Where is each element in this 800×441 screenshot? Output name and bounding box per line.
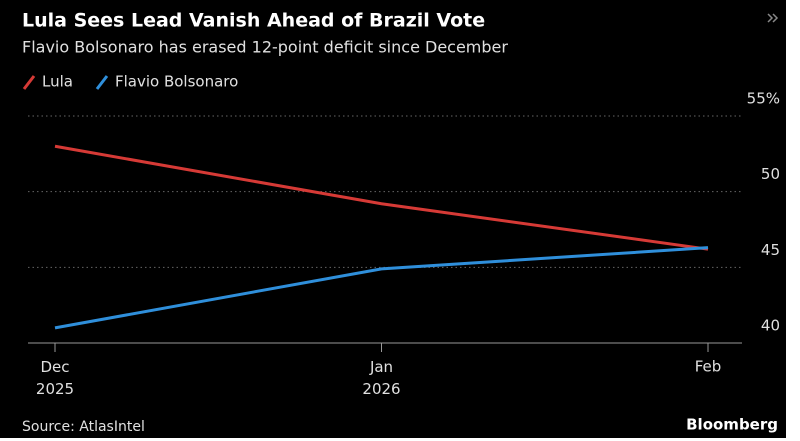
- legend-label: Lula: [42, 73, 73, 91]
- x-tick-label-line: Jan: [369, 358, 393, 376]
- y-tick-label: 50: [761, 165, 780, 183]
- x-tick-label: Feb: [695, 358, 722, 376]
- legend-label: Flavio Bolsonaro: [115, 73, 238, 91]
- brand: Bloomberg: [686, 416, 778, 434]
- legend-swatch: [95, 75, 109, 90]
- chart-subtitle: Flavio Bolsonaro has erased 12-point def…: [22, 38, 508, 57]
- x-tick-label-line: 2026: [362, 380, 400, 398]
- series-line: [54, 246, 709, 330]
- x-tick-label: Dec 2025: [36, 358, 74, 398]
- source: Source: AtlasIntel: [22, 419, 145, 435]
- y-tick-label: 40: [761, 317, 780, 335]
- y-tick-label: 55%: [747, 90, 780, 108]
- chart-title: Lula Sees Lead Vanish Ahead of Brazil Vo…: [22, 10, 485, 32]
- x-tick-label-line: Dec: [40, 358, 69, 376]
- x-tick-label: Jan 2026: [362, 358, 400, 398]
- y-tick-label: 45: [761, 241, 780, 259]
- background: [0, 0, 786, 438]
- x-tick-label-line: 2025: [36, 380, 74, 398]
- series-line: [54, 144, 709, 251]
- legend-swatch: [22, 75, 36, 90]
- expand-icon: [767, 13, 779, 23]
